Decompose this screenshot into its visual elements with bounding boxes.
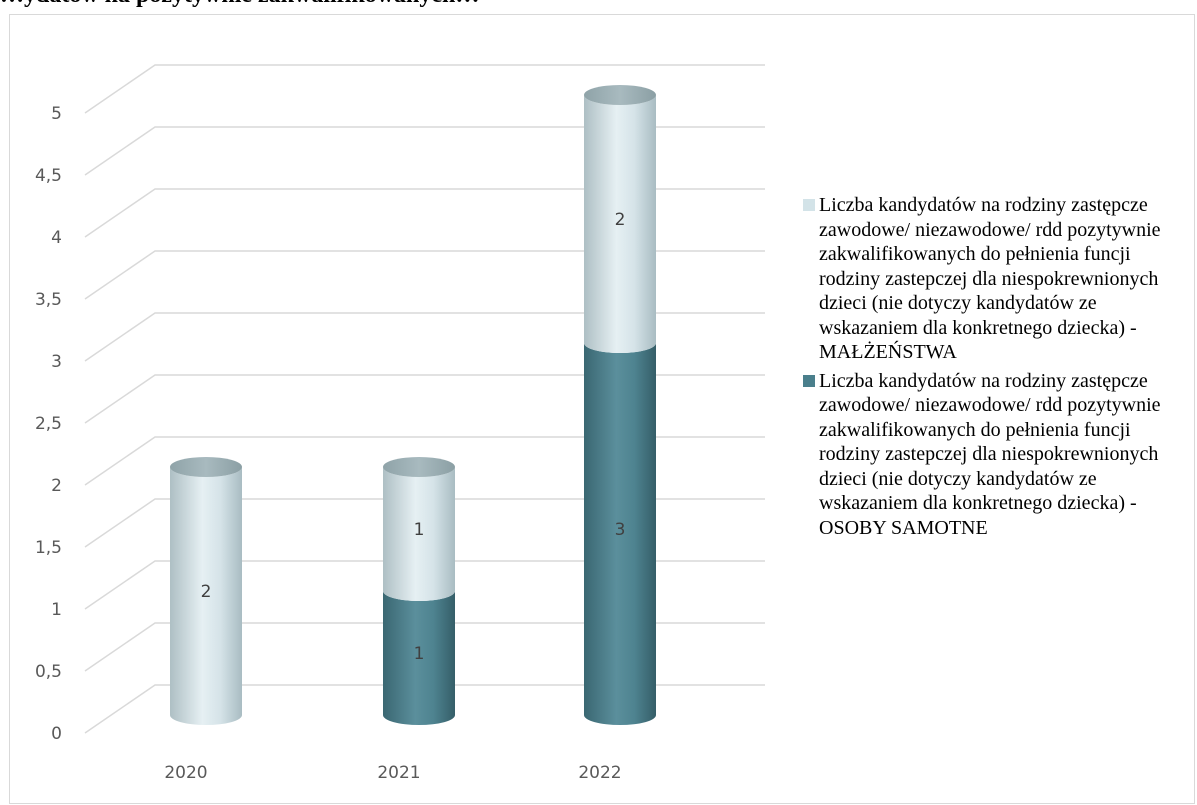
bar-cap-2020 (170, 457, 242, 477)
y-tick-label: 3 (51, 352, 62, 372)
bar-2022-series-2 (584, 95, 656, 353)
data-label-2020-series-2: 2 (201, 582, 212, 602)
x-tick-label-2020: 2020 (164, 763, 207, 783)
gridline (84, 436, 765, 486)
legend-label-osoby-samotne: Liczba kandydatów na rodziny zastępcze z… (819, 369, 1161, 539)
legend-swatch-osoby-samotne (803, 374, 815, 387)
legend-swatch-malzenstwa (803, 199, 815, 211)
legend-label-malzenstwa: Liczba kandydatów na rodziny zastępcze z… (819, 194, 1161, 363)
y-tick-label: 2,5 (35, 414, 62, 434)
x-axis-tick-labels: 2020 2021 2022 (164, 763, 621, 783)
data-label-2021-series-2: 1 (414, 520, 425, 540)
gridline (84, 374, 765, 424)
bars: 021132 (170, 85, 656, 726)
y-tick-label: 1,5 (35, 538, 62, 558)
legend-item-malzenstwa: Liczba kandydatów na rodziny zastępcze z… (803, 193, 1193, 365)
y-tick-label: 1 (51, 600, 62, 620)
x-tick-label-2022: 2022 (578, 763, 621, 783)
bar-2020-series-2 (170, 467, 242, 725)
gridline (84, 126, 765, 176)
data-label-2022-series-2: 2 (615, 210, 626, 230)
y-tick-label: 5 (51, 104, 62, 124)
y-tick-label: 3,5 (35, 290, 62, 310)
y-tick-label: 4 (51, 228, 62, 248)
gridline (84, 560, 765, 610)
y-tick-label: 2 (51, 476, 62, 496)
bar-cap-2022 (584, 85, 656, 105)
bar-2021-series-2 (383, 467, 455, 601)
legend: Liczba kandydatów na rodziny zastępcze z… (803, 193, 1193, 544)
chart-title-fragment: …ydatów na pozytywnie zakwalifikowanych… (0, 0, 1197, 10)
gridline (84, 64, 765, 114)
gridline (84, 684, 765, 734)
gridline (84, 498, 765, 548)
gridlines (84, 64, 765, 734)
bar-2022-series-1 (584, 343, 656, 725)
data-label-2022-series-1: 3 (615, 520, 626, 540)
data-label-2021-series-1: 1 (414, 644, 425, 664)
x-tick-label-2021: 2021 (377, 763, 420, 783)
gridline (84, 188, 765, 238)
bar-cap-2021 (383, 457, 455, 477)
y-tick-label: 0,5 (35, 662, 62, 682)
bar-2021-series-1 (383, 591, 455, 725)
gridline (84, 622, 765, 672)
gridline (84, 312, 765, 362)
y-tick-label: 0 (51, 724, 62, 744)
y-tick-label: 4,5 (35, 166, 62, 186)
legend-item-osoby-samotne: Liczba kandydatów na rodziny zastępcze z… (803, 369, 1193, 541)
y-axis-tick-labels: 0 0,5 1 1,5 2 2,5 3 3,5 4 4,5 5 (35, 104, 62, 744)
gridline (84, 250, 765, 300)
